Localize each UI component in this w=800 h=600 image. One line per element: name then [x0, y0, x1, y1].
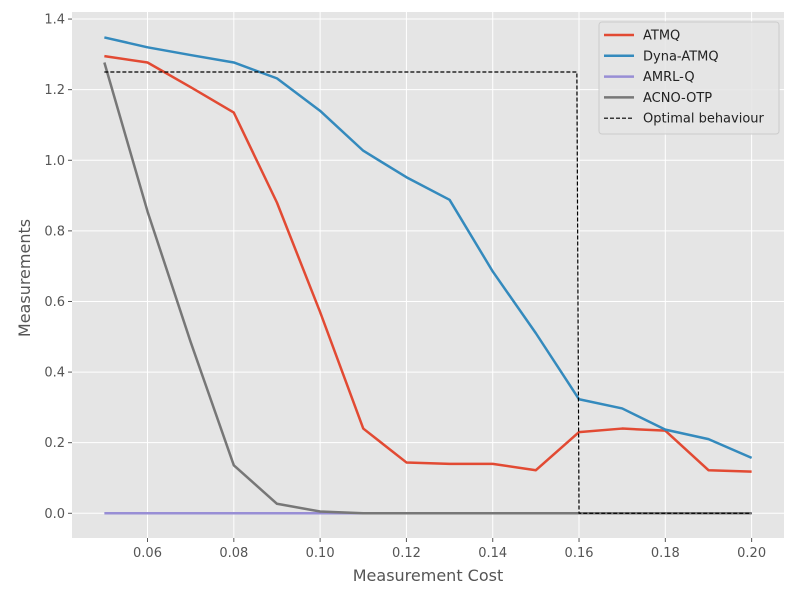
y-tick-label: 1.0: [44, 154, 65, 169]
y-tick-label: 0.8: [44, 224, 65, 239]
series-line-optimal-behaviour: [104, 71, 752, 514]
y-tick-label: 0.0: [44, 507, 65, 522]
x-tick-label: 0.08: [219, 546, 248, 561]
legend-label-dyna-atmq: Dyna-ATMQ: [643, 49, 719, 64]
y-tick-label: 0.2: [44, 436, 65, 451]
y-axis-label: Measurements: [15, 219, 34, 337]
y-axis-ticks: 0.0 0.2 0.4 0.6 0.8 1.0 1.2 1.4: [44, 13, 72, 522]
y-tick-label: 0.6: [44, 295, 65, 310]
legend-label-optimal-behaviour: Optimal behaviour: [643, 112, 765, 127]
legend: ATMQ Dyna-ATMQ AMRL-Q ACNO-OTP Optimal behav…: [598, 21, 780, 135]
x-tick-label: 0.20: [737, 546, 766, 561]
legend-label-acno-otp: ACNO-OTP: [643, 91, 712, 106]
legend-label-amrl-q: AMRL-Q: [643, 70, 695, 85]
legend-label-atmq: ATMQ: [643, 29, 680, 44]
y-tick-label: 0.4: [44, 366, 65, 381]
y-tick-label: 1.2: [44, 83, 65, 98]
x-tick-label: 0.06: [133, 546, 162, 561]
x-tick-label: 0.10: [306, 546, 335, 561]
x-tick-label: 0.18: [651, 546, 680, 561]
series-line-atmq: [104, 54, 752, 473]
x-axis-label: Measurement Cost: [353, 566, 504, 585]
legend-box: [598, 21, 780, 135]
x-tick-label: 0.16: [565, 546, 594, 561]
series-line-dyna-atmq: [104, 36, 753, 460]
series-lines: [103, 36, 753, 515]
x-axis-ticks: 0.06 0.08 0.10 0.12 0.14 0.16 0.18 0.20: [133, 538, 766, 561]
x-tick-label: 0.14: [478, 546, 507, 561]
y-tick-label: 1.4: [44, 13, 65, 28]
x-tick-label: 0.12: [392, 546, 421, 561]
grid-lines: [72, 12, 784, 538]
